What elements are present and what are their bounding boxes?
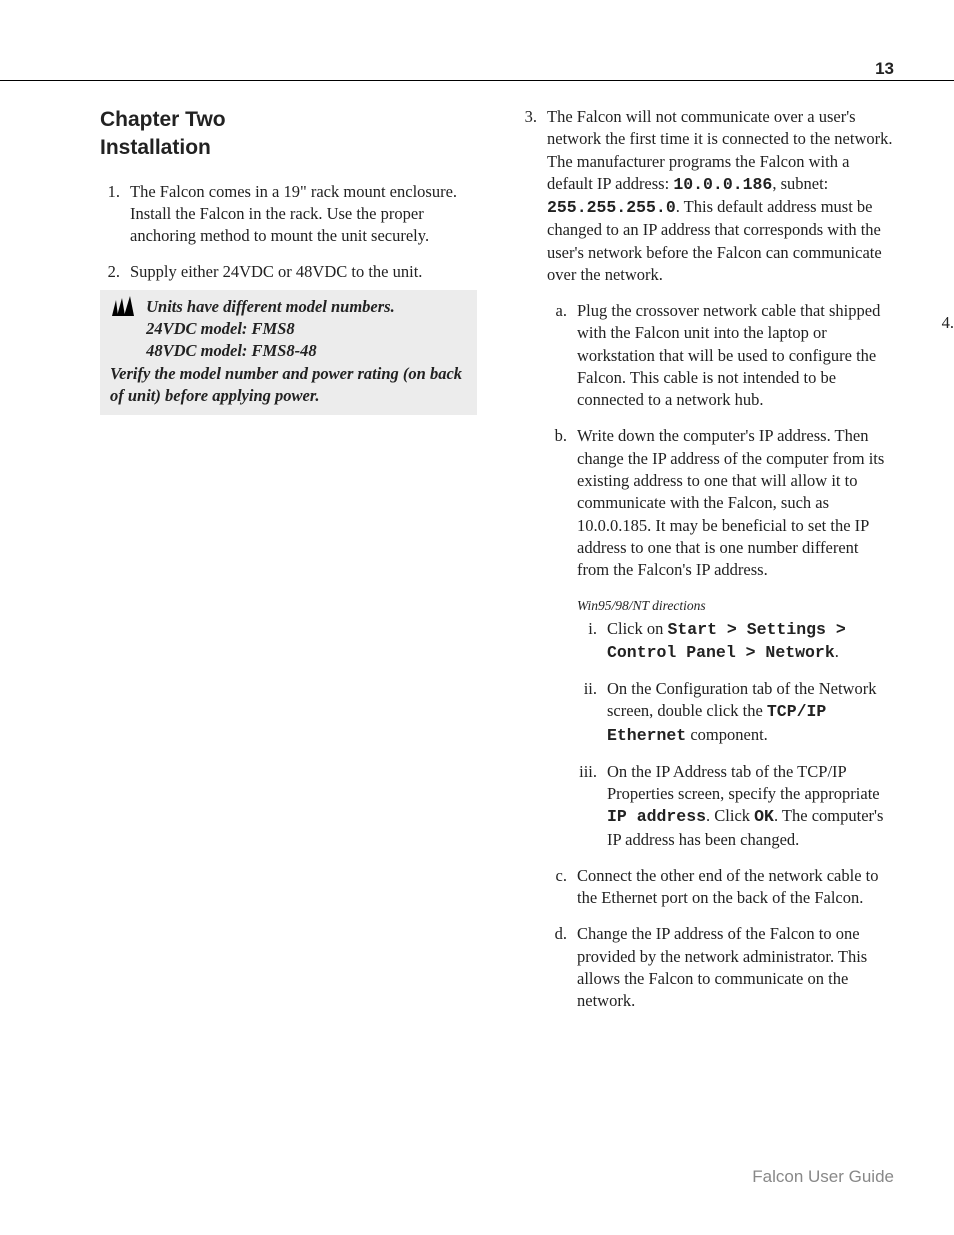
marker: d. [547,923,573,945]
step-2: 2. Supply either 24VDC or 48VDC to the u… [100,261,477,415]
win-directions-label: Win95/98/NT directions [577,597,894,615]
step-3b-i: i. Click on Start > Settings > Control P… [577,618,894,665]
code: OK [754,807,774,826]
step-text: On the Configuration tab of the Network … [607,679,876,744]
page-content: Chapter Two Installation 1. The Falcon c… [100,106,894,1125]
step-text: On the IP Address tab of the TCP/IP Prop… [607,762,883,849]
note-line: 48VDC model: FMS8-48 [146,341,317,360]
note-line: Verify the model number and power rating… [110,364,462,405]
t: . [835,642,839,661]
chapter-label: Chapter Two [100,108,226,131]
t: Click on [607,619,668,638]
marker: 2. [100,261,126,283]
step-3b-iii: iii. On the IP Address tab of the TCP/IP… [577,761,894,851]
code: 255.255.255.0 [547,198,676,217]
step-3a: a. Plug the crossover network cable that… [547,300,894,411]
note-line: Units have different model numbers. [146,297,395,316]
warning-icon [110,296,138,318]
step-3: 3. The Falcon will not communicate over … [517,106,954,1125]
footer-text: Falcon User Guide [752,1166,894,1189]
marker: b. [547,425,573,447]
step-3d: d. Change the IP address of the Falcon t… [547,923,894,1012]
marker: c. [547,865,573,887]
t: . Click [706,806,754,825]
code: IP address [607,807,706,826]
t: On the IP Address tab of the TCP/IP Prop… [607,762,880,803]
step-3c: c. Connect the other end of the network … [547,865,894,910]
note-line: 24VDC model: FMS8 [146,319,295,338]
step-text: Connect the other end of the network cab… [577,866,878,907]
step-text: Write down the computer's IP address. Th… [577,426,884,579]
marker: i. [577,618,603,640]
marker: iii. [577,761,603,783]
step-text: The Falcon comes in a 19" rack mount enc… [130,182,457,246]
step-text: Change the IP address of the Falcon to o… [577,924,867,1010]
chapter-name: Installation [100,136,211,159]
step-3b-ii: ii. On the Configuration tab of the Netw… [577,678,894,747]
step-text: The Falcon will not communicate over a u… [547,107,893,284]
t: component. [686,725,768,744]
step-1: 1. The Falcon comes in a 19" rack mount … [100,181,477,248]
marker: 3. [517,106,543,128]
marker: 1. [100,181,126,203]
page-number: 13 [875,58,894,81]
step-3b: b. Write down the computer's IP address.… [547,425,894,850]
step-text: Plug the crossover network cable that sh… [577,301,880,409]
step-text: Supply either 24VDC or 48VDC to the unit… [130,262,422,281]
t: On the Configuration tab of the Network … [607,679,876,720]
step-text: Click on Start > Settings > Control Pane… [607,619,846,661]
header-rule [0,80,954,81]
warning-note: Units have different model numbers. 24VD… [100,290,477,415]
step-4: 4. The Falcon can be configured through … [934,312,954,611]
code: 10.0.0.186 [673,175,772,194]
t: , subnet: [772,174,828,193]
marker: ii. [577,678,603,700]
marker: a. [547,300,573,322]
marker: 4. [934,312,954,334]
chapter-heading: Chapter Two Installation [100,106,477,163]
